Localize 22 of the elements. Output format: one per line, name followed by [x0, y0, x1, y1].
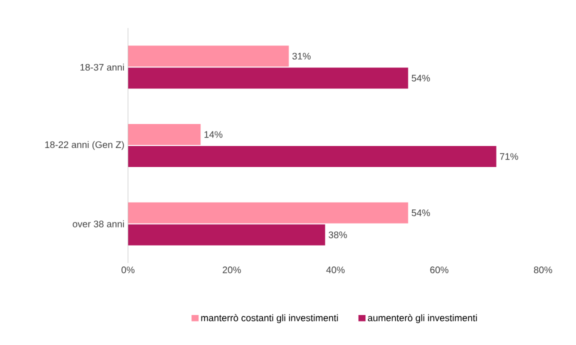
legend-label: aumenterò gli investimenti [368, 314, 477, 324]
bar [128, 224, 326, 246]
data-label: 54% [412, 210, 430, 216]
data-label: 71% [500, 153, 518, 160]
x-tick-label: 40% [326, 266, 345, 274]
y-tick-label: over 38 anni [72, 220, 124, 228]
bar [128, 202, 408, 224]
bar [128, 124, 201, 145]
data-label: 14% [204, 131, 222, 138]
legend-label: manterrò costanti gli investimenti [201, 314, 338, 324]
x-tick-label: 60% [430, 266, 448, 274]
bar [128, 46, 289, 67]
data-label: 31% [292, 52, 311, 60]
bar [128, 68, 408, 89]
data-label: 38% [328, 231, 347, 238]
x-tick-label: 0% [122, 266, 134, 274]
x-tick-label: 80% [534, 266, 552, 274]
x-tick-label: 20% [222, 266, 241, 274]
data-label: 54% [412, 74, 430, 82]
bar [128, 146, 496, 167]
y-tick-label: 18-22 anni (Gen Z) [45, 141, 124, 150]
y-tick-label: 18-37 anni [80, 64, 124, 71]
